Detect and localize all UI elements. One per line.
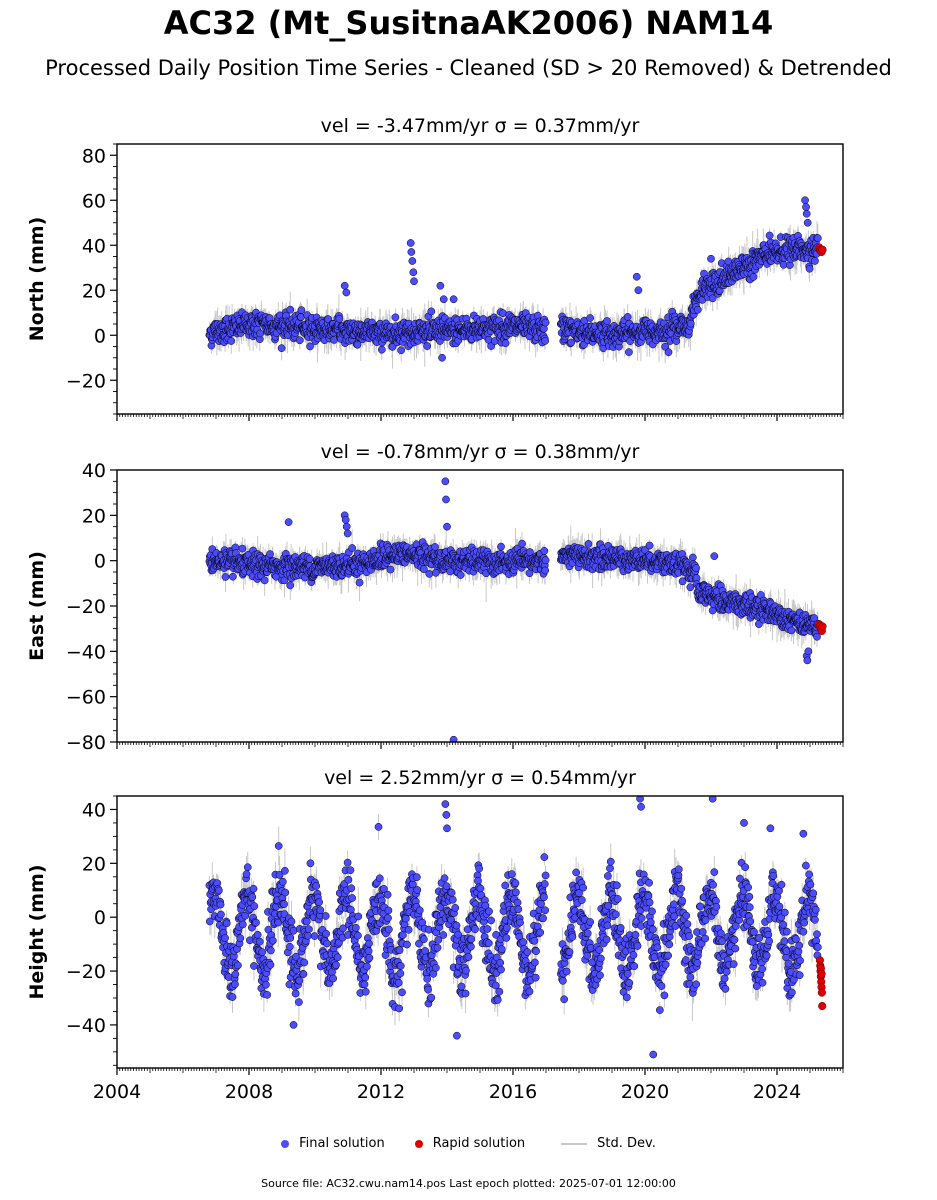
final-point <box>397 346 406 355</box>
x-ticks-north <box>116 414 844 421</box>
y-tick-label: −20 <box>66 370 106 392</box>
final-point <box>410 277 418 286</box>
final-point <box>603 317 611 325</box>
final-point <box>406 239 415 247</box>
final-point <box>335 314 344 323</box>
final-point <box>802 203 810 211</box>
final-point <box>227 337 236 345</box>
final-point <box>407 248 416 256</box>
panel-title-east: vel = -0.78mm/yr σ = 0.38mm/yr <box>321 441 640 463</box>
final-point <box>708 294 717 303</box>
y-axis-label-east: East (mm) <box>26 551 48 661</box>
figure-subtitle: Processed Daily Position Time Series - C… <box>45 56 892 80</box>
y-tick-label: 60 <box>82 190 106 212</box>
final-point <box>353 340 362 349</box>
stddev-bars-east <box>208 525 819 655</box>
final-point <box>277 344 286 353</box>
final-point <box>260 576 269 585</box>
final-point <box>408 257 417 265</box>
final-point <box>391 313 400 322</box>
final-point <box>342 288 351 297</box>
final-point <box>586 314 594 322</box>
final-point <box>409 268 418 277</box>
final-point <box>632 272 641 281</box>
final-point <box>340 281 349 290</box>
final-point <box>305 555 314 563</box>
final-point <box>256 329 264 338</box>
stddev-bars-north <box>208 221 819 369</box>
final-point <box>423 342 432 350</box>
final-point <box>286 305 295 314</box>
final-point <box>811 257 819 265</box>
rapid-points-north <box>815 243 827 257</box>
figure-title: AC32 (Mt_SusitnaAK2006) NAM14 <box>163 4 774 42</box>
final-point <box>438 353 446 362</box>
final-point <box>501 339 510 348</box>
final-point <box>221 573 230 581</box>
final-point <box>377 345 386 354</box>
series-east <box>205 477 827 742</box>
final-point <box>693 305 702 314</box>
final-point <box>427 307 436 316</box>
final-point <box>802 209 811 218</box>
final-point <box>625 348 633 356</box>
final-point <box>229 572 237 581</box>
panel-north: vel = -3.47mm/yr σ = 0.37mm/yr North (mm)… <box>26 115 844 421</box>
final-point <box>623 313 632 321</box>
y-tick-label: 20 <box>82 280 106 302</box>
final-point <box>664 348 673 357</box>
y-tick-label: 40 <box>82 235 106 257</box>
final-point <box>541 336 550 345</box>
final-point <box>295 336 304 345</box>
final-point <box>297 306 306 314</box>
final-point <box>707 254 715 263</box>
final-point <box>805 264 814 273</box>
final-point <box>238 544 247 553</box>
final-point <box>567 338 576 347</box>
y-tick-label: 80 <box>82 145 106 167</box>
final-point <box>439 295 448 304</box>
final-points-north <box>205 196 822 362</box>
final-point <box>765 231 774 240</box>
rapid-point <box>818 245 827 254</box>
final-point <box>749 273 758 281</box>
final-points-east <box>205 477 822 742</box>
final-point <box>803 218 812 227</box>
final-point <box>801 196 809 205</box>
final-point <box>266 550 274 558</box>
y-axis-label-north: North (mm) <box>26 217 48 342</box>
final-point <box>306 342 314 351</box>
final-point <box>449 295 458 304</box>
final-point <box>634 286 643 295</box>
final-point <box>541 318 550 327</box>
final-point <box>286 581 295 590</box>
y-tick-label: 0 <box>94 325 106 347</box>
final-point <box>686 319 695 328</box>
final-point <box>813 234 822 242</box>
panel-title-north: vel = -3.47mm/yr σ = 0.37mm/yr <box>321 115 640 137</box>
final-point <box>436 281 445 290</box>
series-north <box>205 196 827 369</box>
y-ticks-north: −20 0 20 40 60 80 <box>66 143 117 415</box>
